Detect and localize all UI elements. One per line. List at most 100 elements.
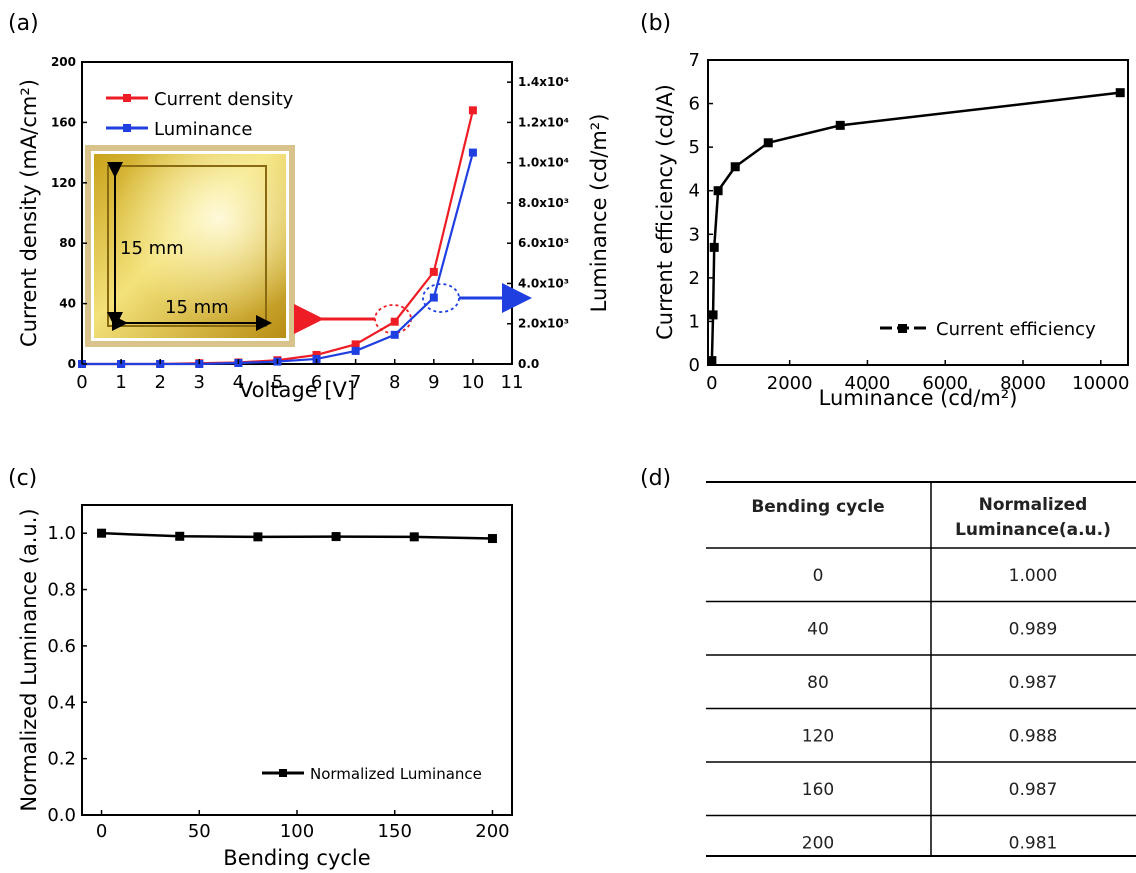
- a-x-tick-label: 10: [461, 372, 484, 393]
- a-point-1: [390, 330, 399, 339]
- b-point: [709, 242, 719, 252]
- inset-width-label: 15 mm: [165, 297, 229, 318]
- a-y2-tick-label: 8.0x10³: [518, 196, 569, 210]
- a-y2-tick-label: 0.0: [518, 357, 539, 371]
- c-y-tick-label: 0.6: [47, 636, 76, 657]
- b-x-tick-label: 4000: [845, 373, 891, 394]
- luminance-highlight: [422, 283, 460, 313]
- panel-c-chart: 0 50 100 150 200 0.0 0.2 0.4 0.6 0.8 1.0 Normalize…: [17, 504, 513, 870]
- a-point-0: [312, 350, 321, 359]
- table-cell-normalized-luminance: 0.981: [1009, 833, 1058, 853]
- a-point-0: [429, 267, 438, 276]
- a-y2-tick-label: 4.0x10³: [518, 276, 569, 290]
- b-y-tick-label: 0: [689, 355, 700, 376]
- panel-label-b: (b): [640, 11, 671, 36]
- b-point: [763, 138, 773, 148]
- panel-b-x-axis-label: Luminance (cd/m²): [819, 386, 1018, 410]
- panel-c-x-axis-label: Bending cycle: [223, 846, 370, 870]
- b-point: [708, 310, 718, 320]
- a-y2-tick-label: 1.2x10⁴: [518, 115, 569, 129]
- b-y-tick-label: 2: [689, 268, 700, 289]
- b-point: [713, 186, 723, 196]
- table-cell-bending-cycle: 160: [802, 780, 834, 800]
- c-y-tick-label: 0.0: [47, 805, 76, 826]
- b-point: [730, 162, 740, 172]
- b-point: [835, 120, 845, 130]
- panel-label-a: (a): [8, 11, 39, 36]
- a-x-tick-label: 7: [350, 372, 361, 393]
- c-x-tick-label: 150: [378, 821, 412, 842]
- a-y-tick-label: 40: [59, 297, 76, 311]
- b-series-line: [710, 91, 1121, 361]
- b-x-tick-label: 6000: [922, 373, 968, 394]
- legend-current-density: Current density: [154, 89, 294, 110]
- a-point-0: [468, 106, 477, 115]
- b-x-tick-label: 10000: [1072, 373, 1129, 394]
- panel-b-chart: 0 2000 4000 6000 8000 10000 0 1 2 3 4 5 6 7 Current e…: [653, 50, 1129, 410]
- b-y-tick-label: 5: [689, 137, 700, 158]
- c-x-tick-label: 200: [475, 821, 509, 842]
- a-x-tick-label: 5: [272, 372, 283, 393]
- c-series-line: [101, 531, 493, 540]
- a-point-1: [468, 148, 477, 157]
- device-photo-inset: 15 mm 15 mm: [85, 145, 295, 347]
- table-cell-normalized-luminance: 0.987: [1009, 673, 1058, 693]
- c-point: [253, 532, 263, 542]
- table-cell-normalized-luminance: 0.987: [1009, 780, 1058, 800]
- table-cell-normalized-luminance: 0.989: [1009, 619, 1058, 639]
- c-x-tick-label: 100: [280, 821, 314, 842]
- panel-a-x-axis-label: Voltage [V]: [239, 378, 355, 402]
- a-x-tick-label: 2: [154, 372, 165, 393]
- c-point: [175, 531, 185, 541]
- legend-current-efficiency: Current efficiency: [936, 319, 1096, 340]
- panel-b-plot-frame: [707, 59, 1129, 366]
- table-cell-normalized-luminance: 0.988: [1009, 726, 1058, 746]
- a-x-tick-label: 9: [428, 372, 439, 393]
- panel-a-y2-axis-label: Luminance (cd/m²): [587, 114, 611, 313]
- a-x-tick-label: 11: [501, 372, 524, 393]
- a-x-tick-label: 6: [311, 372, 322, 393]
- a-y-tick-label: 160: [51, 115, 76, 129]
- b-x-tick-label: 2000: [767, 373, 813, 394]
- a-point-0: [351, 340, 360, 349]
- table-header-normalized-line1: Normalized: [979, 495, 1088, 515]
- c-y-tick-label: 0.4: [47, 692, 76, 713]
- b-y-tick-label: 1: [689, 311, 700, 332]
- a-y2-tick-label: 1.0x10⁴: [518, 156, 569, 170]
- a-x-tick-label: 1: [115, 372, 126, 393]
- table-cell-bending-cycle: 80: [807, 673, 829, 693]
- a-point-1: [429, 293, 438, 302]
- a-y2-tick-label: 1.4x10⁴: [518, 75, 569, 89]
- c-y-tick-label: 0.2: [47, 749, 76, 770]
- b-y-tick-label: 4: [689, 181, 700, 202]
- panel-b-legend: Current efficiency: [880, 319, 1096, 340]
- b-x-tick-label: 0: [706, 373, 717, 394]
- c-point: [487, 534, 497, 544]
- c-point: [331, 532, 341, 542]
- inset-height-label: 15 mm: [120, 238, 184, 259]
- b-x-tick-label: 8000: [1000, 373, 1046, 394]
- table-cell-bending-cycle: 40: [807, 619, 829, 639]
- c-x-tick-label: 50: [188, 821, 211, 842]
- panel-a-plot-frame: [81, 61, 513, 365]
- panel-b-y-axis-label: Current efficiency (cd/A): [653, 84, 677, 340]
- panel-a-legend: Current density Luminance: [106, 89, 294, 140]
- a-y-tick-label: 80: [59, 236, 76, 250]
- table-cell-normalized-luminance: 1.000: [1009, 566, 1058, 586]
- table-header-bending-cycle: Bending cycle: [751, 497, 884, 517]
- c-point: [97, 528, 107, 538]
- a-y-tick-label: 0: [68, 357, 76, 371]
- table-cell-bending-cycle: 120: [802, 726, 834, 746]
- a-point-1: [312, 354, 321, 363]
- a-point-0: [390, 317, 399, 326]
- a-point-1: [351, 346, 360, 355]
- a-y-tick-label: 200: [51, 55, 76, 69]
- a-y-tick-label: 120: [51, 176, 76, 190]
- c-y-tick-label: 1.0: [47, 523, 76, 544]
- b-y-tick-label: 3: [689, 224, 700, 245]
- b-y-tick-label: 7: [689, 50, 700, 71]
- table-cell-bending-cycle: 0: [813, 566, 824, 586]
- b-point: [1115, 88, 1125, 98]
